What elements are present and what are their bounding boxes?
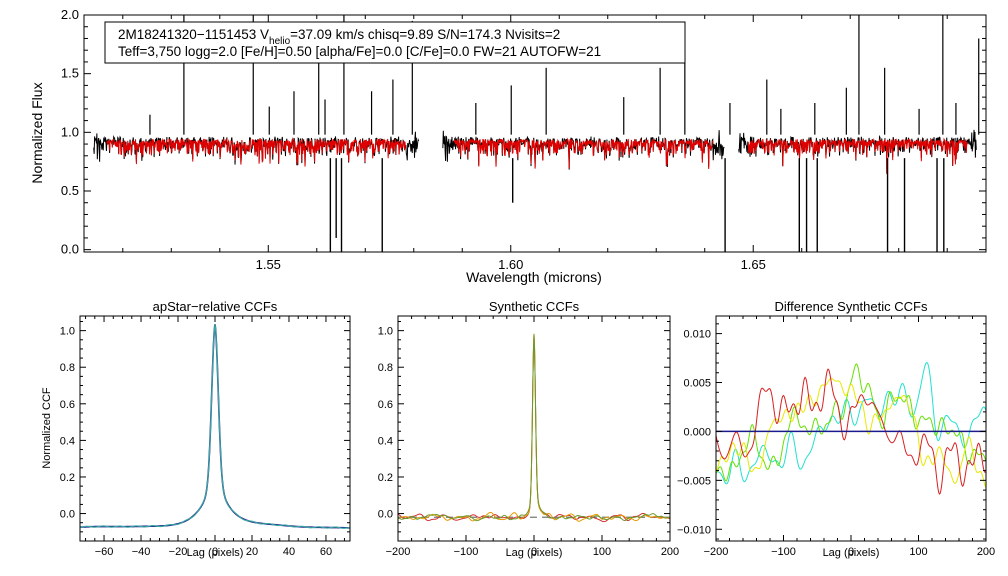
y-tick-label: 0.5 xyxy=(61,183,79,198)
spectrum-x-label: Wavelength (microns) xyxy=(466,269,602,285)
ccf-panel-1-title: apStar−relative CCFs xyxy=(153,299,278,314)
info-line-2: Teff=3,750 logg=2.0 [Fe/H]=0.50 [alpha/F… xyxy=(118,44,601,59)
ccf-series-2 xyxy=(80,324,350,529)
y-tick-label: −0.010 xyxy=(677,524,711,536)
x-tick-label: 1.55 xyxy=(256,257,281,272)
y-tick-label: 0.0 xyxy=(61,242,79,257)
x-tick-label: 60 xyxy=(320,546,332,558)
spectrum-ticks: 1.55 1.60 1.65 0.0 0.5 1.0 1.5 2.0 xyxy=(61,7,986,272)
spectrum-y-label: Normalized Flux xyxy=(29,82,45,183)
info-line-1: 2M18241320−1151453 Vhelio=37.09 km/s chi… xyxy=(118,27,560,47)
y-tick-label: 1.0 xyxy=(61,124,79,139)
y-tick-label: 0.6 xyxy=(60,399,75,411)
x-tick-label: −200 xyxy=(386,546,411,558)
ccf-panel-2-series xyxy=(398,333,670,523)
ccf-panel-1-series xyxy=(80,324,350,529)
spectrum-panel: 1.55 1.60 1.65 0.0 0.5 1.0 1.5 2.0 2M18241320−1… xyxy=(29,7,987,285)
y-tick-label: 2.0 xyxy=(61,7,79,22)
y-tick-label: 0.2 xyxy=(378,472,393,484)
ccf-panel-1: apStar−relative CCFs −60 −40 −20 0 20 40 60 0.0… xyxy=(41,299,351,559)
x-tick-label: −40 xyxy=(132,546,151,558)
y-tick-label: 0.4 xyxy=(60,435,75,447)
x-tick-label: 0 xyxy=(531,546,537,558)
x-tick-label: 100 xyxy=(593,546,611,558)
ccf-panel-1-y-label: Normalized CCF xyxy=(41,387,53,469)
ccf-panel-1-ticks: −60 −40 −20 0 20 40 60 0.0 0.2 0.4 0.6 0.8 1.0 xyxy=(60,316,350,558)
x-tick-label: 200 xyxy=(977,546,995,558)
x-tick-label: −100 xyxy=(771,546,796,558)
y-tick-label: 0.0 xyxy=(60,509,75,521)
y-tick-label: 1.0 xyxy=(378,326,393,338)
y-tick-label: 1.0 xyxy=(60,326,75,338)
ccf-panel-2-x-label: Lag (pixels) xyxy=(506,547,563,559)
x-tick-label: 100 xyxy=(909,546,927,558)
x-tick-label: 200 xyxy=(661,546,679,558)
x-tick-label: −60 xyxy=(95,546,114,558)
x-tick-label: 1.65 xyxy=(741,257,766,272)
ccf-panel-3-series xyxy=(716,361,986,495)
ccf-panel-2-ticks: −200 −100 0 100 200 0.0 0.2 0.4 0.6 0.8 1.0 xyxy=(378,316,679,558)
x-tick-label: 40 xyxy=(283,546,295,558)
difference-series-2 xyxy=(716,363,986,482)
ccf-panel-3-x-label: Lag (pixels) xyxy=(823,547,880,559)
y-tick-label: 0.000 xyxy=(683,426,711,438)
ccf-panel-3-ticks: −200 −100 0 100 200 −0.010 −0.005 0.000 0.005 0.0… xyxy=(677,316,995,558)
x-tick-label: −20 xyxy=(169,546,188,558)
spectrum-frame xyxy=(83,14,987,253)
y-tick-label: 0.4 xyxy=(378,435,393,447)
y-tick-label: 0.0 xyxy=(378,509,393,521)
ccf-panel-2-title: Synthetic CCFs xyxy=(489,299,580,314)
x-tick-label: 20 xyxy=(246,546,258,558)
x-tick-label: −100 xyxy=(454,546,479,558)
x-tick-label: −200 xyxy=(704,546,729,558)
info-box-frame xyxy=(104,21,686,64)
x-tick-label: 0 xyxy=(212,546,218,558)
model-spectrum-chip-2 xyxy=(453,137,714,169)
difference-series-4 xyxy=(716,368,986,495)
ccf-panel-2: Synthetic CCFs −200 −100 0 100 200 0.0 0.2 0.4 0… xyxy=(378,299,679,559)
info-line-1-rest: =37.09 km/s chisq=9.89 S/N=174.3 Nvisits… xyxy=(290,27,560,42)
spectrum-info-box: 2M18241320−1151453 Vhelio=37.09 km/s chi… xyxy=(104,21,686,64)
y-tick-label: 0.6 xyxy=(378,399,393,411)
y-tick-label: 0.005 xyxy=(683,378,711,390)
ccf-panel-1-x-label: Lag (pixels) xyxy=(187,547,244,559)
difference-series-3 xyxy=(716,377,986,488)
y-tick-label: 0.2 xyxy=(60,472,75,484)
y-tick-label: 0.010 xyxy=(683,329,711,341)
ccf-panel-3-title: Difference Synthetic CCFs xyxy=(775,299,928,314)
synthetic-ccf-series-3 xyxy=(398,334,670,522)
info-line-1-subscript: helio xyxy=(269,36,291,47)
ccf-panel-3: Difference Synthetic CCFs −200 −100 0 100 20… xyxy=(677,299,995,559)
y-tick-label: 0.8 xyxy=(60,362,75,374)
y-tick-label: 1.5 xyxy=(61,66,79,81)
y-tick-label: 0.8 xyxy=(378,362,393,374)
x-tick-label: 1.60 xyxy=(498,257,523,272)
y-tick-label: −0.005 xyxy=(677,475,711,487)
difference-series-1 xyxy=(716,361,986,485)
info-line-1-main: 2M18241320−1151453 V xyxy=(118,27,269,42)
model-spectrum-chip-1 xyxy=(106,136,406,167)
model-spectrum-chip-3 xyxy=(747,137,968,175)
x-tick-label: 0 xyxy=(848,546,854,558)
